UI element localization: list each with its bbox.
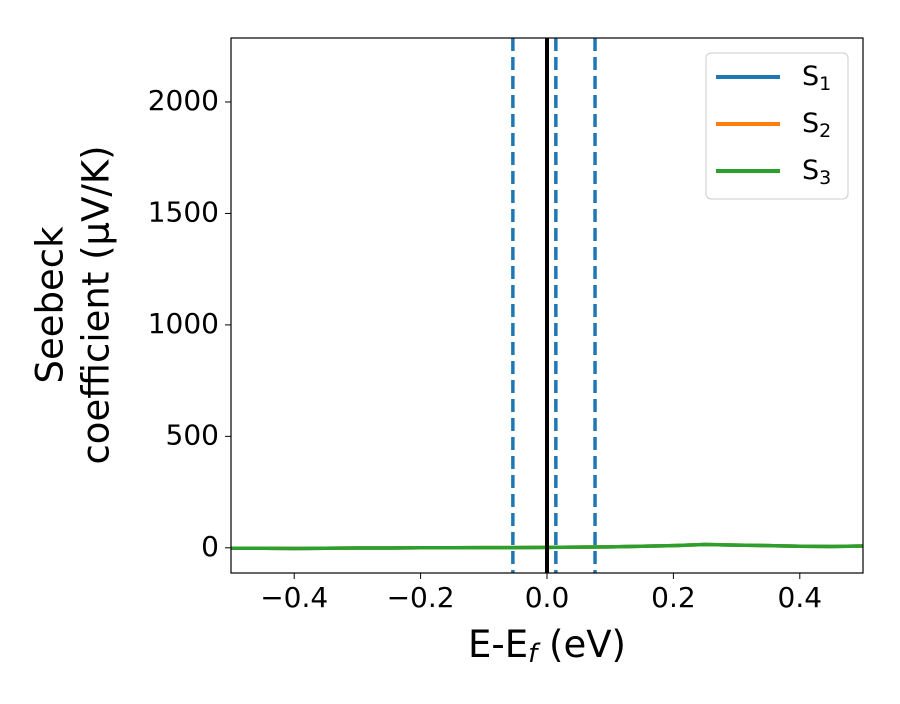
legend-label-main: S [802, 108, 819, 139]
legend-label-sub: 3 [819, 167, 831, 189]
y-tick-label: 0 [201, 530, 219, 563]
x-tick-label: 0.0 [525, 581, 570, 614]
y-axis-label: Seebeck [29, 226, 72, 384]
y-tick-label: 2000 [148, 84, 219, 117]
x-axis-label: E-Ef (eV) [468, 623, 626, 669]
legend-label-sub: 2 [819, 120, 831, 142]
x-tick-label: 0.4 [778, 581, 823, 614]
legend-label-main: S [802, 155, 819, 186]
x-label-main: E-E [468, 623, 528, 666]
y-tick-label: 1000 [148, 307, 219, 340]
x-tick-label: −0.4 [260, 581, 328, 614]
legend-label: S3 [802, 155, 831, 189]
plot-frame [230, 37, 864, 574]
x-label-rest: (eV) [537, 623, 626, 666]
legend-label-main: S [802, 61, 819, 92]
legend-label: S1 [802, 61, 831, 95]
legend-label-sub: 1 [819, 73, 831, 95]
x-tick-label: −0.2 [387, 581, 455, 614]
y-tick-label: 1500 [148, 195, 219, 228]
legend-label: S2 [802, 108, 831, 142]
x-tick-label: 0.2 [651, 581, 696, 614]
y-tick-label: 500 [166, 418, 219, 451]
y-axis-label: coefficient (μV/K) [75, 145, 118, 464]
